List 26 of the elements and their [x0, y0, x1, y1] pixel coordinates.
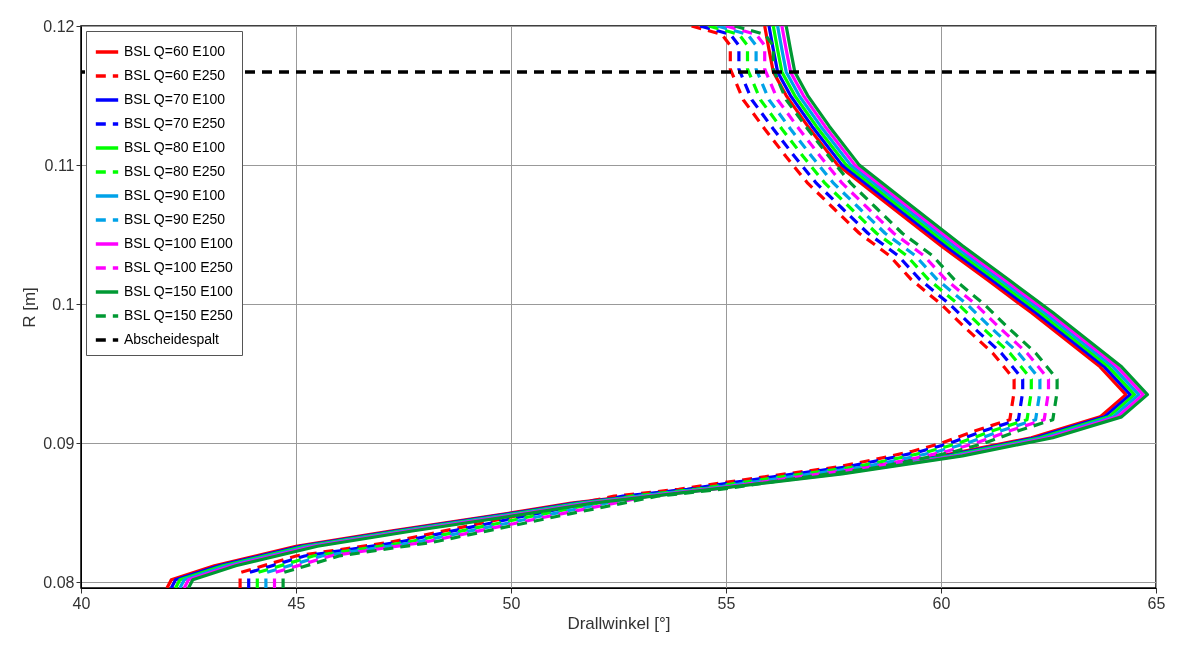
legend-label: Abscheidespalt [124, 331, 220, 347]
y-tick-label: 0.12 [43, 17, 75, 35]
legend-label: BSL Q=60 E250 [124, 67, 226, 83]
y-tick-label: 0.08 [43, 573, 75, 591]
legend-label: BSL Q=80 E100 [124, 139, 226, 155]
legend-label: BSL Q=100 E100 [124, 235, 234, 251]
x-tick-label: 50 [502, 594, 521, 612]
y-tick-label: 0.1 [52, 295, 75, 313]
legend-label: BSL Q=80 E250 [124, 163, 226, 179]
legend-label: BSL Q=60 E100 [124, 43, 226, 59]
y-tick-label: 0.11 [44, 156, 75, 174]
y-axis-title: R [m] [20, 287, 40, 328]
x-tick-label: 40 [72, 594, 91, 612]
x-tick-label: 65 [1147, 594, 1166, 612]
legend-label: BSL Q=70 E250 [124, 115, 226, 131]
legend-label: BSL Q=90 E250 [124, 211, 226, 227]
legend-label: BSL Q=70 E100 [124, 91, 226, 107]
y-tick-label: 0.09 [43, 434, 75, 452]
x-tick-label: 60 [932, 594, 951, 612]
x-axis-title: Drallwinkel [°] [567, 613, 671, 633]
legend-label: BSL Q=100 E250 [124, 259, 234, 275]
legend-label: BSL Q=150 E100 [124, 283, 234, 299]
x-tick-label: 55 [717, 594, 736, 612]
legend-label: BSL Q=90 E100 [124, 187, 226, 203]
legend-label: BSL Q=150 E250 [124, 307, 234, 323]
x-tick-label: 45 [287, 594, 306, 612]
